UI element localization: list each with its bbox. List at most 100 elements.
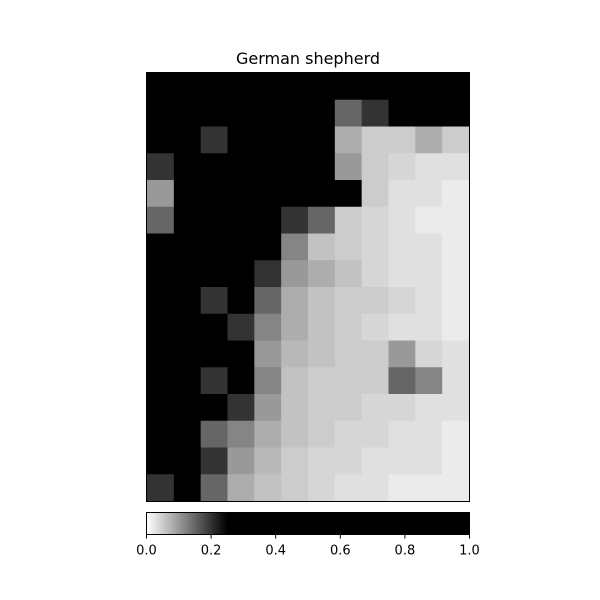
heatmap-cell xyxy=(200,340,229,368)
heatmap-cell xyxy=(281,340,309,368)
plot-frame xyxy=(146,72,470,502)
heatmap-cell xyxy=(254,126,282,154)
heatmap-cell xyxy=(200,287,229,315)
heatmap-cell xyxy=(361,313,390,342)
heatmap-cell xyxy=(415,447,443,475)
heatmap-cell xyxy=(281,180,309,208)
heatmap-cell xyxy=(308,420,336,449)
heatmap-cell xyxy=(442,260,470,288)
colorbar-axis: 0.0 0.2 0.4 0.6 0.8 1.0 xyxy=(136,534,480,559)
heatmap-cell xyxy=(173,313,202,342)
heatmap-cell xyxy=(308,474,336,502)
heatmap-cell xyxy=(281,420,309,449)
heatmap-cell xyxy=(200,394,229,422)
heatmap-cell xyxy=(361,447,390,475)
heatmap-cell xyxy=(361,126,390,154)
heatmap-cell xyxy=(173,367,202,395)
heatmap-cell xyxy=(173,340,202,368)
heatmap-cell xyxy=(254,367,282,395)
heatmap-cell xyxy=(281,474,309,502)
heatmap-cell xyxy=(281,73,309,101)
heatmap-cell xyxy=(173,474,202,502)
heatmap-cell xyxy=(334,394,363,422)
heatmap-cell xyxy=(442,474,470,502)
heatmap-cell xyxy=(442,99,470,128)
heatmap-cell xyxy=(254,420,282,449)
heatmap-cell xyxy=(442,233,470,261)
heatmap-cell xyxy=(281,313,309,342)
heatmap-cell xyxy=(334,447,363,475)
heatmap-cell xyxy=(334,153,363,181)
heatmap-cell xyxy=(308,180,336,208)
heatmap-cell xyxy=(173,420,202,449)
heatmap-cell xyxy=(415,367,443,395)
heatmap-cell xyxy=(254,287,282,315)
heatmap-cell xyxy=(281,447,309,475)
heatmap-cell xyxy=(361,180,390,208)
heatmap-cell xyxy=(200,313,229,342)
heatmap-cell xyxy=(388,153,416,181)
heatmap-cell xyxy=(147,394,175,422)
heatmap-cell xyxy=(173,447,202,475)
heatmap-cell xyxy=(173,394,202,422)
heatmap-cell xyxy=(147,260,175,288)
heatmap-cell xyxy=(308,153,336,181)
heatmap-cell xyxy=(227,394,255,422)
heatmap-cell xyxy=(147,474,175,502)
heatmap-cell xyxy=(334,474,363,502)
heatmap-cell xyxy=(200,126,229,154)
heatmap-cell xyxy=(388,233,416,261)
heatmap-cell xyxy=(415,260,443,288)
heatmap-cell xyxy=(308,447,336,475)
heatmap-cell xyxy=(361,233,390,261)
heatmap-cell xyxy=(388,180,416,208)
heatmap-cell xyxy=(308,233,336,261)
colorbar-tick-label: 0.4 xyxy=(265,544,286,559)
heatmap-cell xyxy=(254,233,282,261)
heatmap-cell xyxy=(200,99,229,128)
heatmap-cell xyxy=(361,206,390,235)
heatmap-cell xyxy=(254,474,282,502)
heatmap-cell xyxy=(415,153,443,181)
heatmap-cell xyxy=(334,233,363,261)
heatmap xyxy=(147,73,470,502)
colorbar xyxy=(146,512,470,535)
heatmap-cell xyxy=(442,126,470,154)
heatmap-cell xyxy=(334,420,363,449)
heatmap-cell xyxy=(361,73,390,101)
heatmap-cell xyxy=(281,260,309,288)
heatmap-cell xyxy=(334,180,363,208)
heatmap-cell xyxy=(227,99,255,128)
heatmap-cell xyxy=(173,126,202,154)
colorbar-tick-label: 0.6 xyxy=(330,544,351,559)
heatmap-cell xyxy=(388,420,416,449)
heatmap-cell xyxy=(308,367,336,395)
heatmap-cell xyxy=(147,99,175,128)
heatmap-cell xyxy=(173,180,202,208)
heatmap-cell xyxy=(308,287,336,315)
heatmap-cell xyxy=(442,287,470,315)
heatmap-cell xyxy=(415,340,443,368)
heatmap-cell xyxy=(200,73,229,101)
heatmap-cell xyxy=(334,206,363,235)
heatmap-cell xyxy=(415,394,443,422)
heatmap-cell xyxy=(361,99,390,128)
heatmap-cell xyxy=(200,180,229,208)
heatmap-cell xyxy=(147,447,175,475)
heatmap-cell xyxy=(281,233,309,261)
heatmap-cell xyxy=(147,420,175,449)
heatmap-cell xyxy=(442,313,470,342)
heatmap-cell xyxy=(227,260,255,288)
colorbar-tick-label: 1.0 xyxy=(459,544,480,559)
heatmap-cell xyxy=(200,367,229,395)
heatmap-cell xyxy=(173,233,202,261)
heatmap-cell xyxy=(254,73,282,101)
heatmap-cell xyxy=(308,394,336,422)
heatmap-cell xyxy=(334,260,363,288)
chart-title: German shepherd xyxy=(236,49,380,68)
heatmap-cell xyxy=(415,474,443,502)
heatmap-cell xyxy=(254,153,282,181)
heatmap-cell xyxy=(147,367,175,395)
heatmap-cell xyxy=(173,153,202,181)
